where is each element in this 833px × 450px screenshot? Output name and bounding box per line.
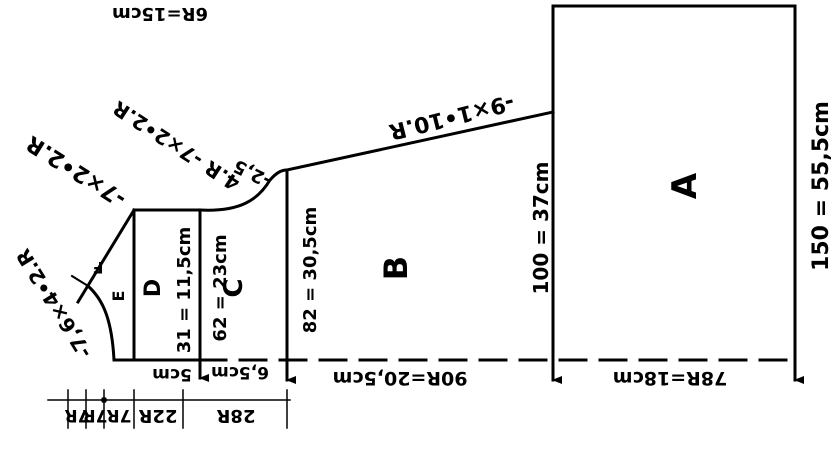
label-bottom-78r: 78R=18cm: [613, 367, 728, 389]
label-f: F: [93, 258, 104, 277]
label-arc-left-upper: -7×2•2.R: [22, 130, 131, 211]
section-a-outline: [551, 4, 797, 378]
label-a: A: [665, 172, 705, 199]
label-dim-82: 82 = 30,5cm: [300, 207, 321, 334]
label-bottom-5cm: 5cm: [152, 364, 192, 384]
curve-f: [85, 283, 136, 362]
dot-marker: [101, 397, 107, 403]
label-dim-31: 31 = 11,5cm: [174, 227, 195, 354]
label-c: C: [219, 278, 249, 297]
label-arc-left-lower: -7,6×4•2.R: [11, 245, 97, 363]
label-bottom-7r-b: 7R: [83, 405, 108, 425]
label-bottom-90r: 90R=20,5cm: [333, 367, 468, 389]
label-bottom-6-5cm: 6,5cm: [211, 362, 269, 382]
label-top-mirror: 6R=15cm: [112, 3, 208, 24]
label-dim-62: 62 = 23cm: [210, 234, 231, 341]
edge-e: [75, 207, 137, 305]
label-bottom-22r: 22R: [138, 405, 177, 426]
curve-c: [198, 168, 289, 212]
label-arc-c: 4.R -7×2•2.R: [108, 96, 244, 196]
label-arc-top-right: -9×1•10.R: [386, 89, 516, 144]
label-bottom-7r-a: 7R: [65, 405, 90, 425]
label-bottom-28r: 28R: [216, 405, 255, 426]
label-bottom-7r-c: 7R: [107, 405, 132, 425]
label-dim-150: 150 = 55,5cm: [809, 101, 833, 271]
slope-line-b: [285, 110, 555, 172]
tick-f: [70, 274, 90, 288]
label-dim-100: 100 = 37cm: [529, 162, 553, 295]
label-b: B: [377, 256, 415, 280]
label-d: D: [141, 279, 166, 297]
label-e: E: [109, 291, 128, 302]
outline: [70, 4, 797, 378]
